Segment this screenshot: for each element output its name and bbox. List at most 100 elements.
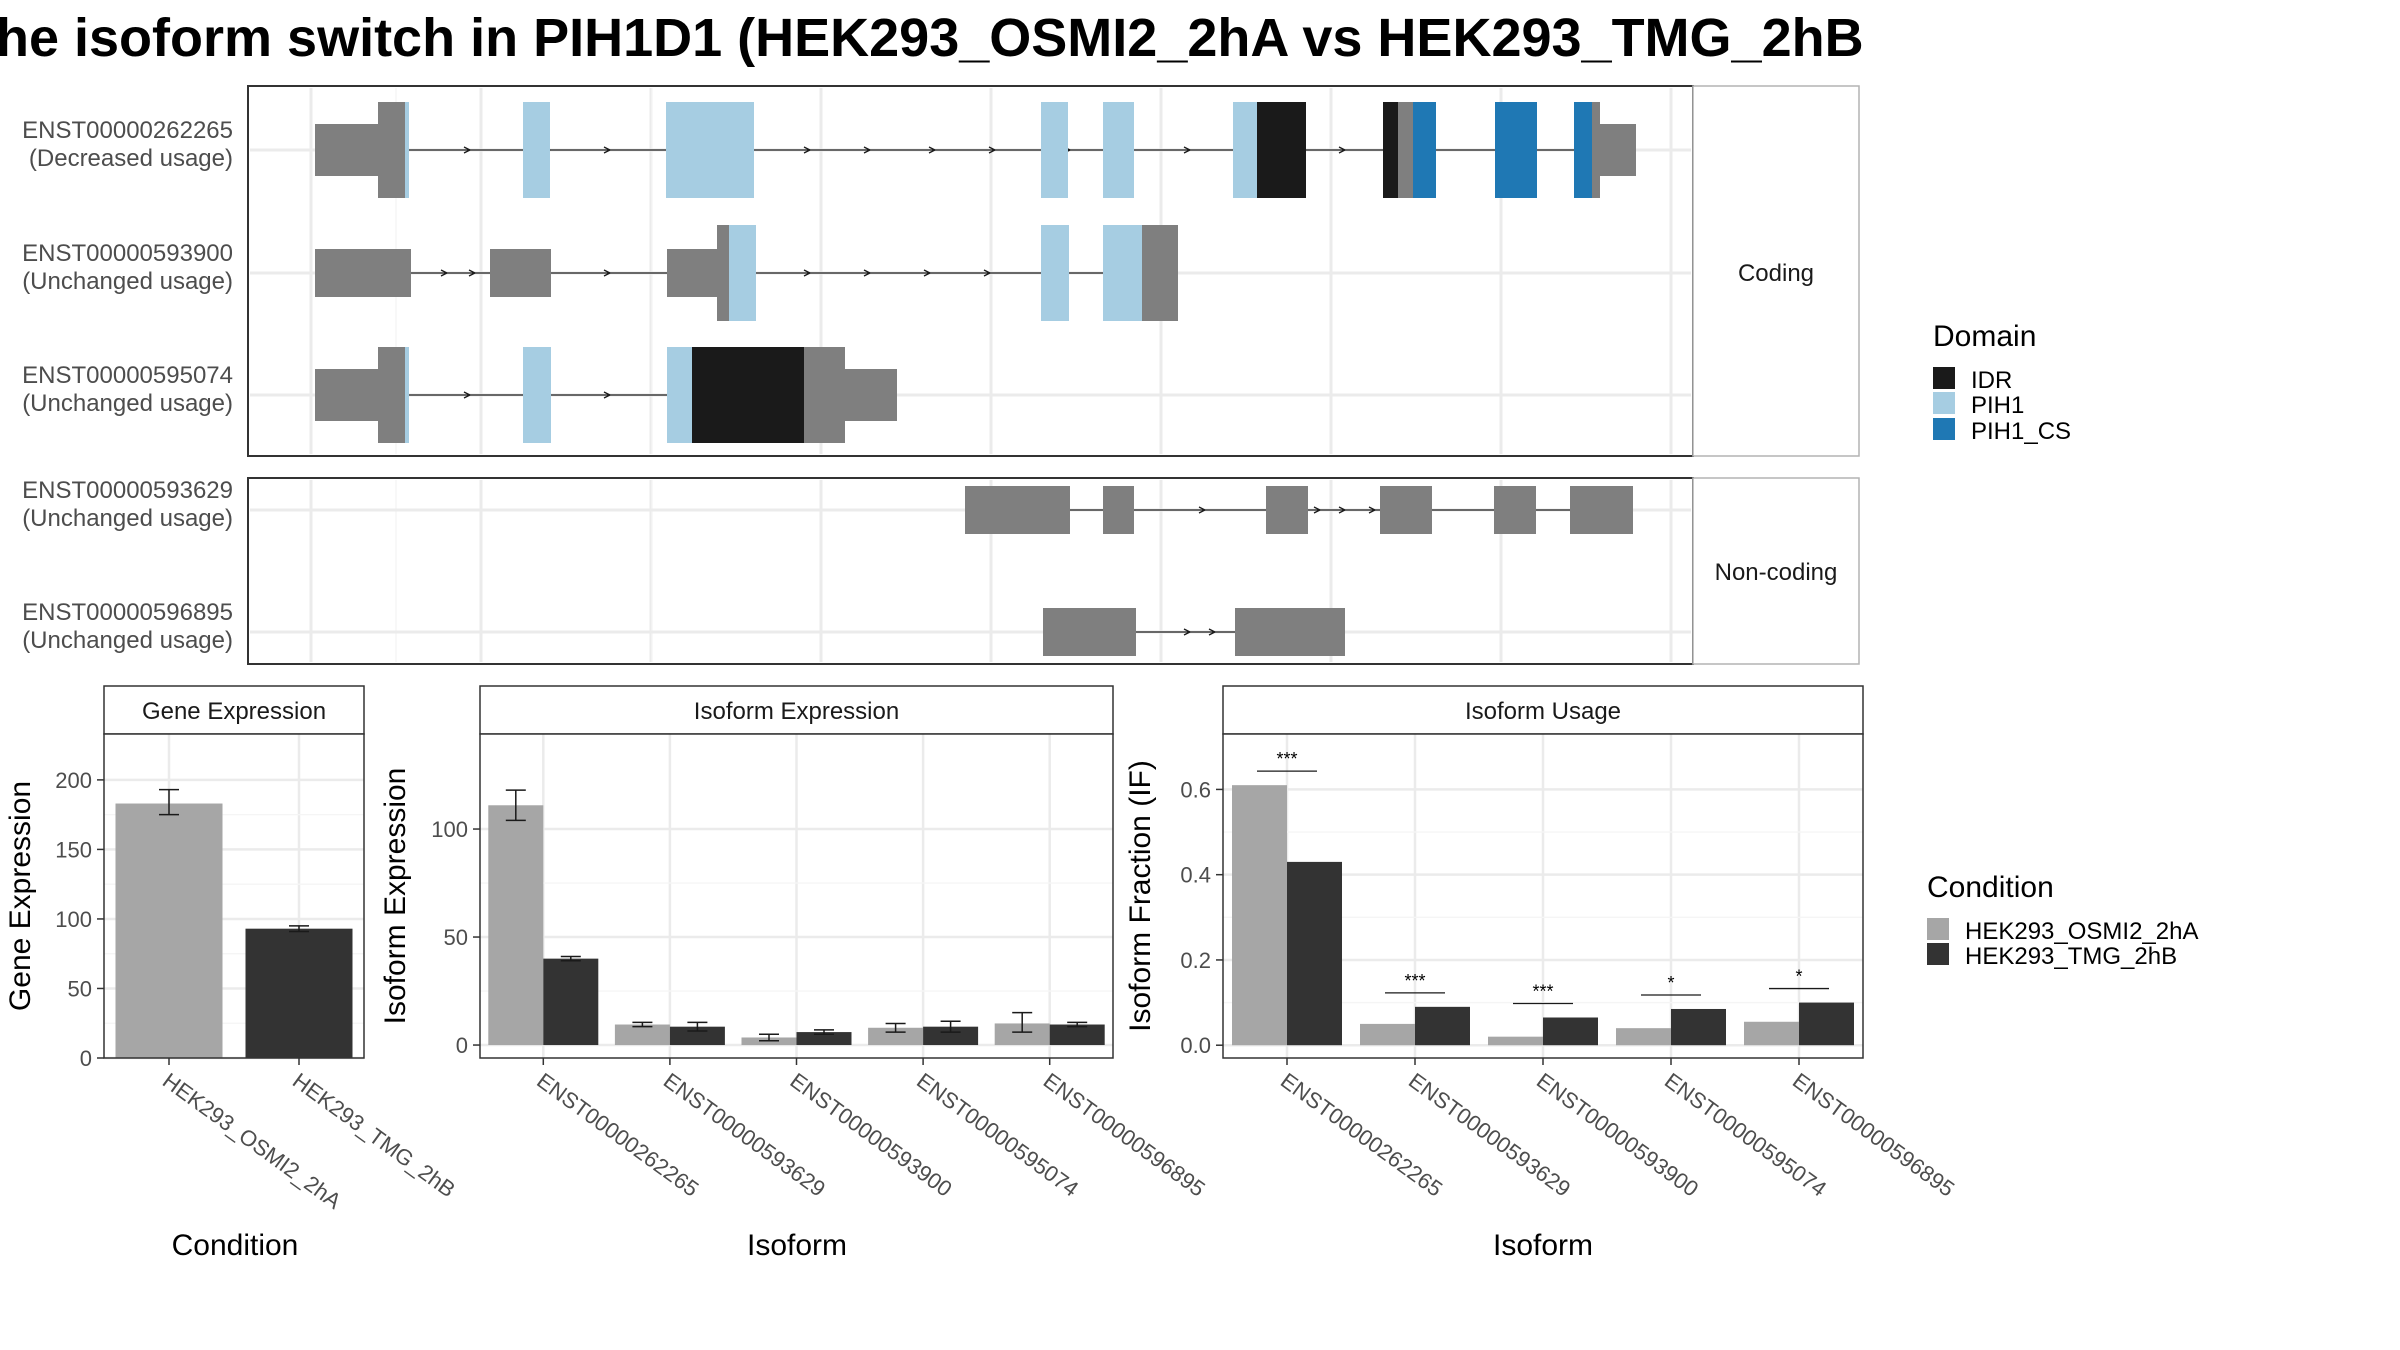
- exon-block: [405, 347, 409, 443]
- exon-block: [1495, 102, 1537, 198]
- error-bar: [560, 955, 581, 962]
- condition-legend-title: Condition: [1927, 871, 2054, 904]
- x-axis-title: Condition: [172, 1229, 299, 1262]
- y-tick-label: 0.6: [1180, 777, 1211, 802]
- coding-panel: [247, 85, 1694, 457]
- panel-title: Isoform Expression: [694, 698, 899, 725]
- exon-block: [667, 249, 717, 297]
- exon-block: [490, 249, 551, 297]
- y-tick-label: 100: [55, 907, 92, 932]
- exon-block: [1043, 608, 1136, 656]
- legend-key-pih1: [1933, 392, 1955, 414]
- panel-border: [103, 733, 365, 1059]
- exon-block: [1233, 102, 1257, 198]
- error-bar: [289, 925, 309, 933]
- intron-arrow: [863, 269, 872, 277]
- intron-arrow: [1198, 506, 1207, 514]
- intron-arrow: [440, 269, 449, 277]
- intron-arrow: [1208, 628, 1217, 636]
- y-axis-title: Gene Expression: [4, 781, 37, 1011]
- y-tick-label: 200: [55, 768, 92, 793]
- bar: [1360, 1023, 1415, 1046]
- significance-label: *: [1795, 967, 1802, 987]
- bar: [669, 1026, 725, 1046]
- panel-strip: [103, 685, 365, 735]
- figure-title: he isoform switch in PIH1D1 (HEK293_OSMI…: [0, 8, 1864, 68]
- exon-block: [1380, 486, 1432, 534]
- transcript-usage-label: (Unchanged usage): [22, 627, 233, 654]
- exon-block: [315, 249, 411, 297]
- chart-1: Isoform Expression050100ENST00000262265E…: [379, 685, 1210, 1262]
- intron-arrow: [928, 146, 937, 154]
- error-bar: [632, 1021, 653, 1028]
- exon-block: [1103, 486, 1134, 534]
- exon-block: [405, 102, 409, 198]
- intron-arrow: [923, 269, 932, 277]
- bar: [1543, 1017, 1598, 1046]
- exon-block: [1257, 102, 1306, 198]
- bar: [796, 1032, 852, 1046]
- transcript-usage-label: (Unchanged usage): [22, 505, 233, 532]
- intron-arrow: [863, 146, 872, 154]
- exon-block: [1235, 608, 1345, 656]
- transcript-usage-label: (Unchanged usage): [22, 390, 233, 417]
- exon-block: [1398, 102, 1413, 198]
- bar: [1744, 1021, 1799, 1046]
- intron-arrow: [463, 146, 472, 154]
- bar: [994, 1023, 1050, 1046]
- bar: [614, 1024, 670, 1046]
- error-bar: [940, 1020, 961, 1033]
- transcript-id-label: ENST00000262265: [22, 117, 233, 144]
- x-axis-title: Isoform: [1493, 1229, 1593, 1262]
- error-bar: [1012, 1011, 1033, 1033]
- bar: [245, 928, 353, 1058]
- significance-label: ***: [1276, 749, 1297, 769]
- error-bar: [687, 1021, 708, 1032]
- legend-label-cond1: HEK293_OSMI2_2hA: [1965, 918, 2198, 945]
- intron-arrow: [603, 269, 612, 277]
- coding-strip-label: Coding: [1738, 260, 1814, 287]
- transcript-usage-label: (Decreased usage): [29, 145, 233, 172]
- legend-label-idr: IDR: [1971, 367, 2012, 394]
- intron-arrow: [603, 146, 612, 154]
- significance-label: ***: [1532, 982, 1553, 1002]
- exon-block: [1570, 486, 1633, 534]
- exon-block: [1592, 102, 1600, 198]
- intron-arrow: [988, 146, 997, 154]
- domain-legend-title: Domain: [1933, 320, 2036, 353]
- y-tick-label: 50: [68, 976, 92, 1001]
- intron-arrow: [803, 146, 812, 154]
- chart-2: Isoform Usage********* * *0.00.20.40.6ENST…: [1124, 685, 1959, 1262]
- exon-block: [692, 347, 804, 443]
- bar: [543, 958, 599, 1046]
- exon-block: [378, 347, 407, 443]
- exon-block: [845, 369, 897, 421]
- intron-arrow: [468, 269, 477, 277]
- significance-label: ***: [1404, 971, 1425, 991]
- intron-arrow: [1338, 506, 1347, 514]
- exon-block: [666, 102, 754, 198]
- y-tick-label: 0: [80, 1046, 92, 1071]
- exon-block: [804, 347, 845, 443]
- coding-strip: [1692, 85, 1860, 457]
- error-bar: [759, 1033, 779, 1042]
- exon-block: [1494, 486, 1536, 534]
- intron-arrow: [803, 269, 812, 277]
- exon-block: [965, 486, 1070, 534]
- intron-arrow: [1368, 506, 1377, 514]
- x-axis-title: Isoform: [747, 1229, 847, 1262]
- exon-block: [1103, 225, 1142, 321]
- transcript-id-label: ENST00000595074: [22, 362, 233, 389]
- legend-key-cond2: [1927, 943, 1949, 965]
- domain-legend: Domain IDR PIH1 PIH1_CS: [1933, 320, 2071, 445]
- legend-key-cond1: [1927, 918, 1949, 940]
- exon-block: [1383, 102, 1398, 198]
- intron-arrow: [1313, 506, 1322, 514]
- intron-arrow: [1183, 146, 1192, 154]
- bar: [115, 803, 223, 1058]
- legend-key-pih1-cs: [1933, 418, 1955, 440]
- y-tick-label: 0: [456, 1033, 468, 1058]
- error-bar: [159, 788, 179, 816]
- y-tick-label: 150: [55, 837, 92, 862]
